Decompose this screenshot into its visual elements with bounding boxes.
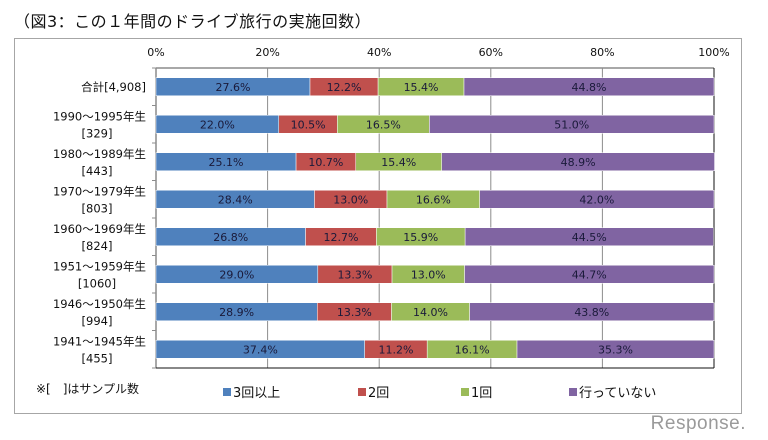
chart-frame <box>14 38 742 414</box>
data-label: 15.4% <box>404 81 439 94</box>
category-label: 1970～1979年生 <box>53 184 146 198</box>
x-tick-label: 60% <box>479 46 503 59</box>
legend-swatch <box>358 387 366 396</box>
bar-segment <box>429 115 715 134</box>
legend-label: 行っていない <box>579 386 657 401</box>
category-sample-size: [443] <box>82 164 113 178</box>
bar-segment <box>463 77 715 96</box>
data-label: 29.0% <box>219 268 254 281</box>
response-watermark: Response. <box>650 413 746 434</box>
category-label: 合計[4,908] <box>81 80 146 94</box>
data-label: 10.5% <box>291 118 326 131</box>
bar-segment <box>516 340 715 359</box>
bar-segment <box>479 190 715 209</box>
x-tick-label: 0% <box>147 46 164 59</box>
x-tick-label: 40% <box>367 46 391 59</box>
data-label: 27.6% <box>216 81 251 94</box>
data-label: 26.8% <box>213 231 248 244</box>
legend-swatch <box>223 387 231 396</box>
data-label: 42.0% <box>579 193 614 206</box>
data-label: 28.4% <box>218 193 253 206</box>
data-label: 44.8% <box>572 81 607 94</box>
legend-item: 2回 <box>358 382 389 401</box>
legend-swatch <box>461 387 469 396</box>
legend-label: 2回 <box>368 386 390 401</box>
data-label: 43.8% <box>574 306 609 319</box>
category-sample-size: [803] <box>82 201 113 215</box>
data-label: 35.3% <box>598 343 633 356</box>
category-sample-size: [824] <box>82 239 113 253</box>
x-tick-label: 20% <box>255 46 279 59</box>
category-sample-size: [455] <box>82 351 113 365</box>
data-label: 14.0% <box>413 306 448 319</box>
category-label: 1990～1995年生 <box>53 109 146 123</box>
data-label: 15.9% <box>403 231 438 244</box>
legend-label: 1回 <box>471 386 493 401</box>
data-label: 16.5% <box>366 118 401 131</box>
legend-item: 行っていない <box>569 382 656 401</box>
bar-segment <box>469 302 715 321</box>
data-label: 11.2% <box>378 343 413 356</box>
data-label: 51.0% <box>554 118 589 131</box>
data-label: 44.5% <box>572 231 607 244</box>
category-label: 1951～1959年生 <box>53 259 146 273</box>
category-sample-size: [1060] <box>78 276 116 290</box>
category-label: 1946～1950年生 <box>53 297 146 311</box>
bar-segment <box>441 152 715 171</box>
data-label: 12.2% <box>327 81 362 94</box>
data-label: 37.4% <box>243 343 278 356</box>
category-sample-size: [994] <box>82 314 113 328</box>
legend-item: 1回 <box>461 382 492 401</box>
legend-label: 3回以上 <box>233 386 281 401</box>
data-label: 13.0% <box>333 193 368 206</box>
bar-segment <box>464 227 714 246</box>
data-label: 44.7% <box>572 268 607 281</box>
data-label: 10.7% <box>308 156 343 169</box>
category-label: 1941～1945年生 <box>53 334 146 348</box>
data-label: 13.3% <box>337 306 372 319</box>
data-label: 28.9% <box>219 306 254 319</box>
category-sample-size: [329] <box>82 126 113 140</box>
data-label: 22.0% <box>200 118 235 131</box>
data-label: 13.0% <box>411 268 446 281</box>
data-label: 12.7% <box>324 231 359 244</box>
sample-size-note: ※[ ]はサンプル数 <box>36 382 140 396</box>
x-tick-label: 80% <box>590 46 614 59</box>
legend-item: 3回以上 <box>223 382 280 401</box>
data-label: 25.1% <box>209 156 244 169</box>
category-label: 1960～1969年生 <box>53 222 146 236</box>
data-label: 13.3% <box>337 268 372 281</box>
chart-title: （図3：この１年間のドライブ旅行の実施回数） <box>14 12 372 31</box>
legend-swatch <box>569 387 577 396</box>
category-label: 1980～1989年生 <box>53 147 146 161</box>
data-label: 15.4% <box>381 156 416 169</box>
bar-segment <box>464 265 715 284</box>
x-tick-label: 100% <box>698 46 729 59</box>
data-label: 48.9% <box>561 156 596 169</box>
data-label: 16.1% <box>455 343 490 356</box>
data-label: 16.6% <box>416 193 451 206</box>
